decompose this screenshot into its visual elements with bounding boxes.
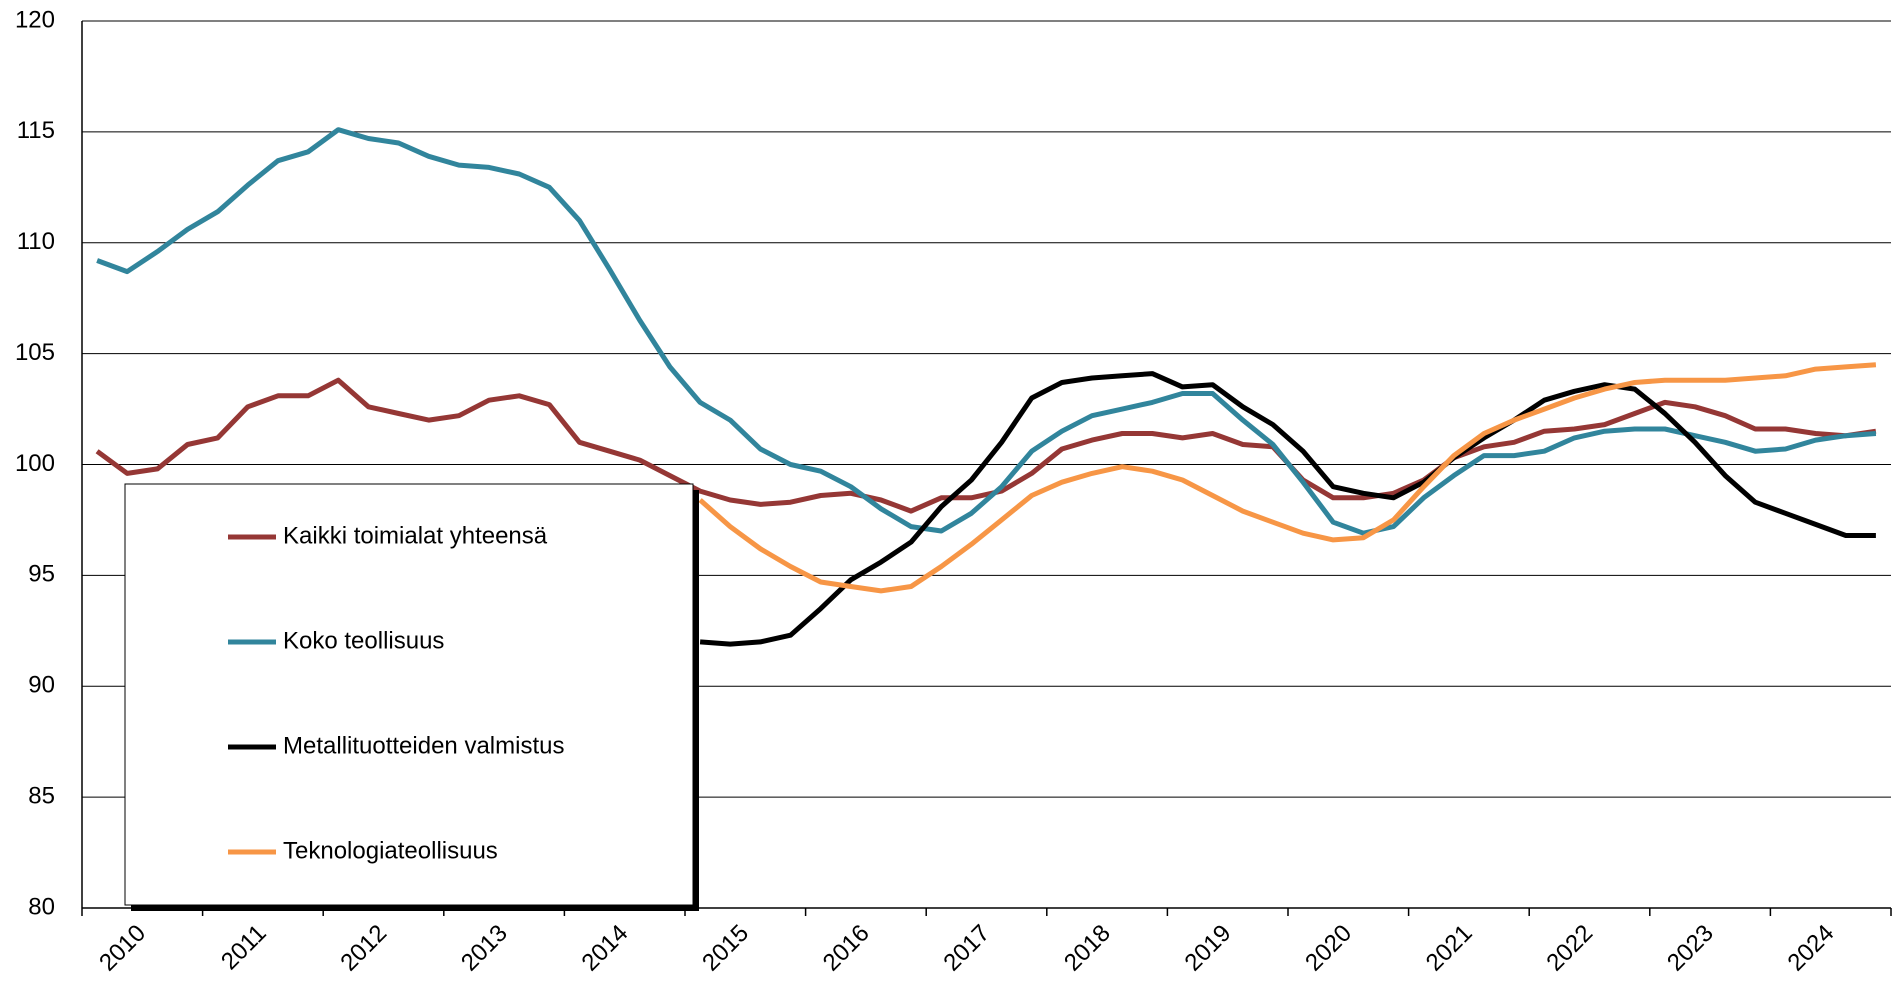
series-line <box>698 362 1877 594</box>
legend-label: Teknologiateollisuus <box>283 837 498 864</box>
x-tick-label: 2024 <box>1783 920 1840 977</box>
x-tick-label: 2010 <box>94 920 151 977</box>
y-tick-label: 80 <box>28 893 55 920</box>
legend: Kaikki toimialat yhteensä Koko teollisuu… <box>124 483 699 911</box>
y-tick-label: 90 <box>28 672 55 699</box>
x-tick-label: 2022 <box>1541 920 1598 977</box>
x-tick-label: 2016 <box>818 920 875 977</box>
series-line <box>699 371 1876 647</box>
legend-label: Metallituotteiden valmistus <box>283 732 564 759</box>
y-tick-label: 120 <box>15 6 55 33</box>
series-line <box>95 377 1877 514</box>
series-line <box>96 127 1877 536</box>
x-tick-label: 2013 <box>456 920 513 977</box>
x-tick-label: 2019 <box>1180 920 1237 977</box>
y-tick-label: 105 <box>15 339 55 366</box>
x-tick-label: 2018 <box>1059 920 1116 977</box>
y-tick-label: 85 <box>28 782 55 809</box>
y-tick-label: 95 <box>28 561 55 588</box>
x-tick-label: 2023 <box>1662 920 1719 977</box>
legend-label: Koko teollisuus <box>283 627 444 654</box>
y-tick-label: 110 <box>17 228 55 255</box>
x-tick-label: 2020 <box>1300 920 1357 977</box>
x-tick-label: 2017 <box>938 920 995 977</box>
x-tick-label: 2012 <box>335 920 392 977</box>
x-tick-label: 2011 <box>216 920 272 976</box>
legend-label: Kaikki toimialat yhteensä <box>283 522 548 549</box>
y-tick-label: 115 <box>17 117 55 144</box>
x-tick-label: 2021 <box>1421 920 1478 977</box>
x-tick-label: 2014 <box>577 920 634 977</box>
legend-box <box>124 483 694 906</box>
y-tick-label: 100 <box>15 450 55 477</box>
x-tick-label: 2015 <box>697 920 754 977</box>
